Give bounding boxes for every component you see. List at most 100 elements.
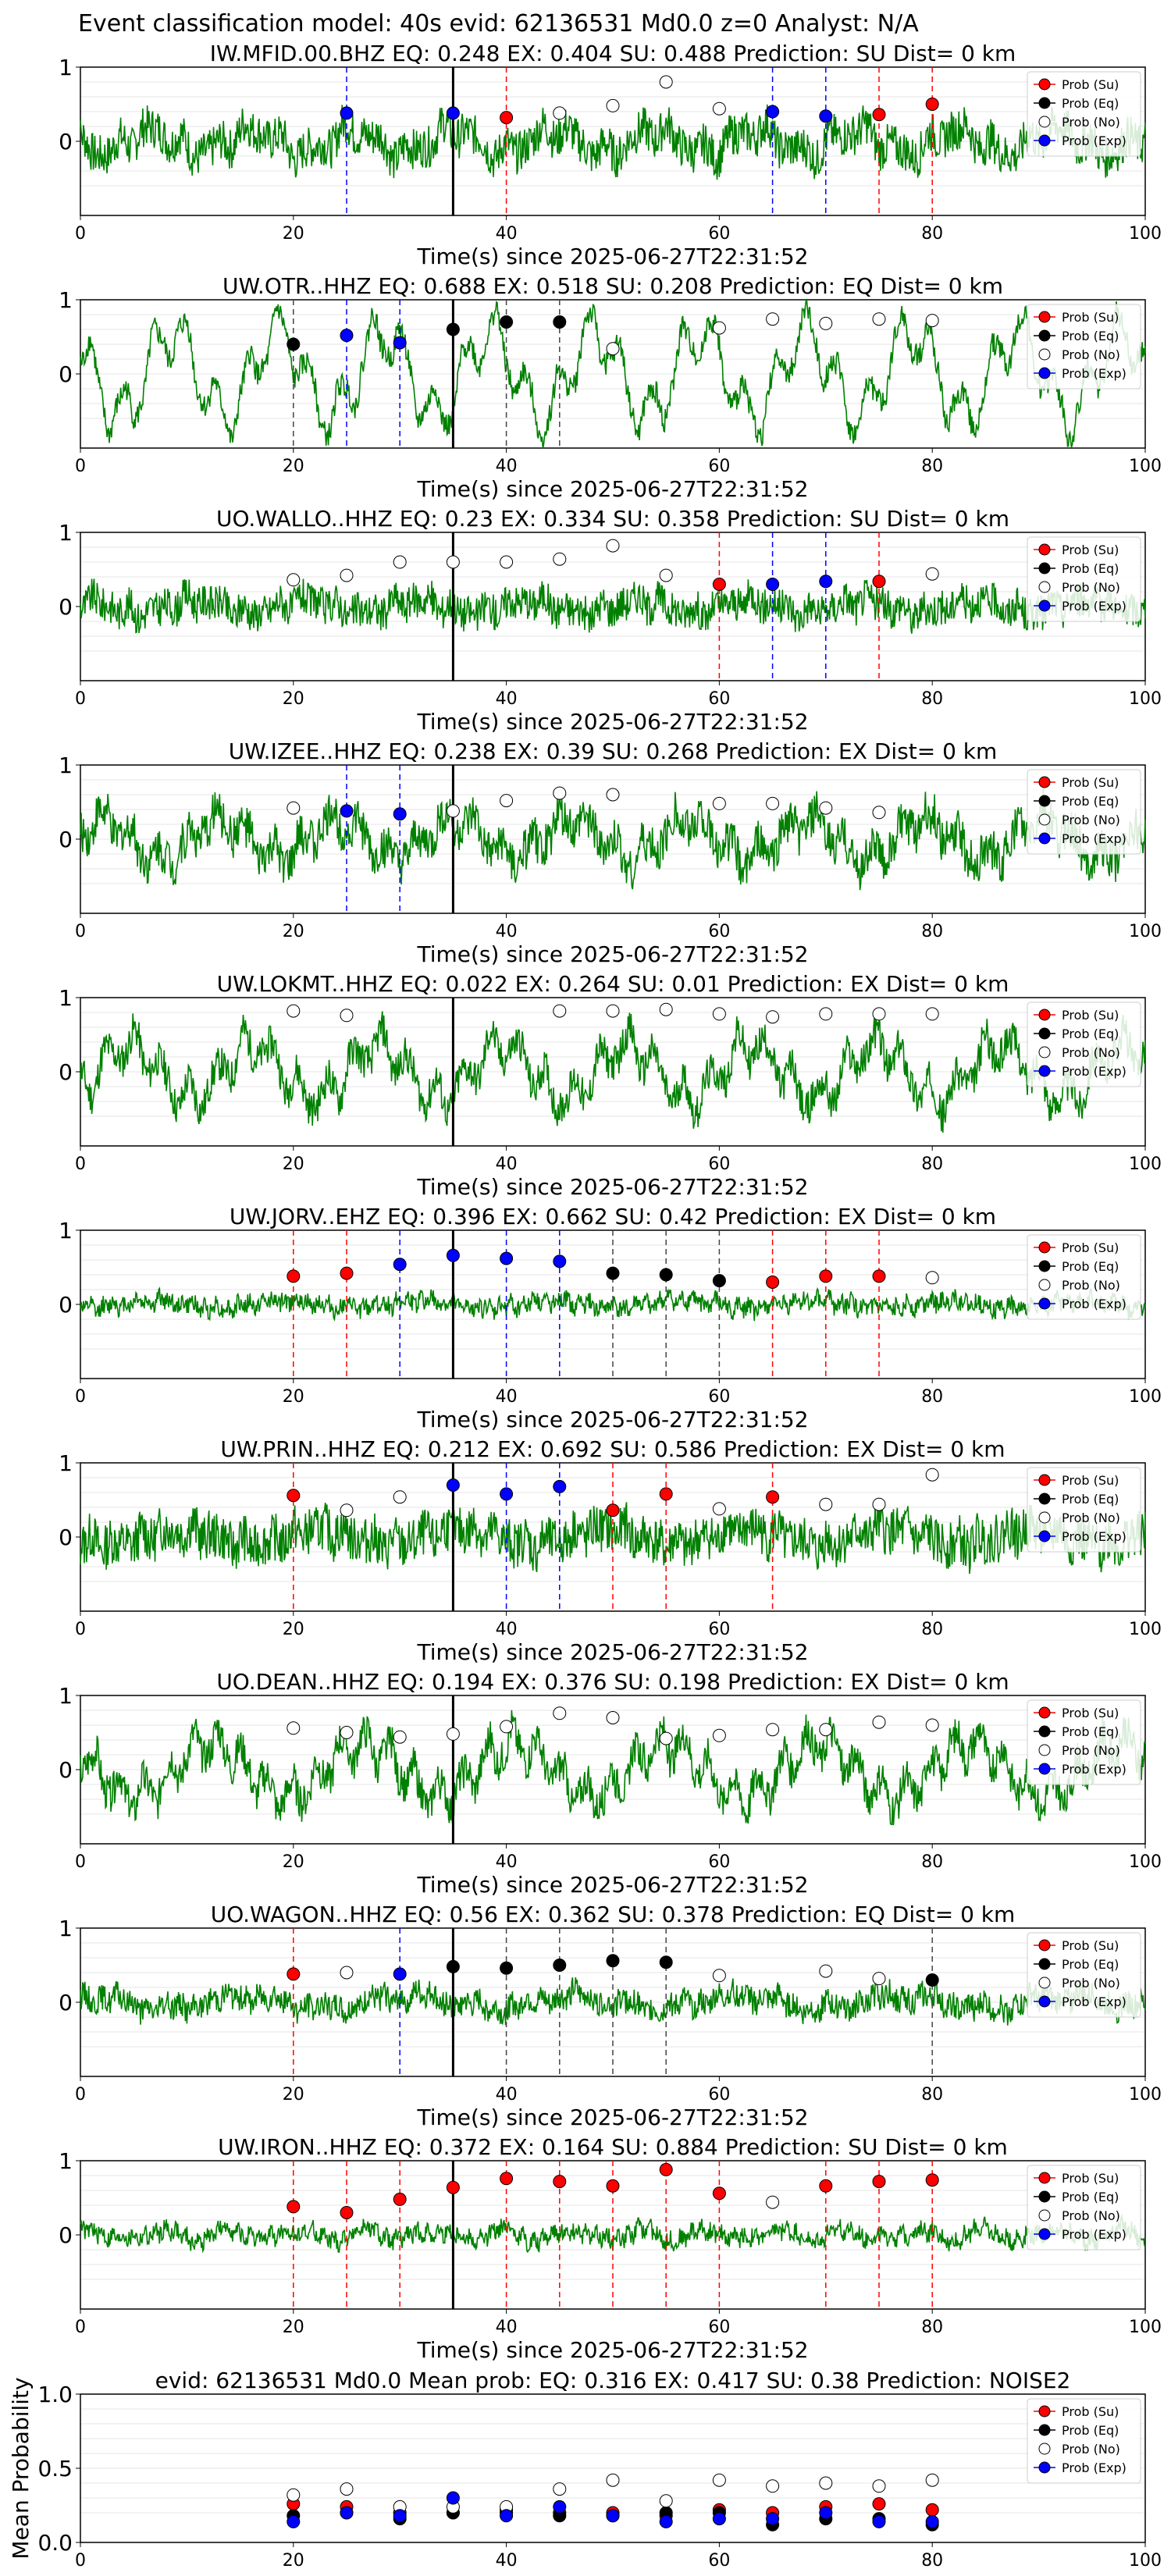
prob-point bbox=[553, 1479, 567, 1493]
legend-label: Prob (Exp) bbox=[1062, 599, 1127, 614]
x-tick-label: 100 bbox=[1129, 2085, 1162, 2105]
legend-label: Prob (Eq) bbox=[1062, 1492, 1119, 1507]
legend-label: Prob (Exp) bbox=[1062, 1762, 1127, 1777]
x-tick-label: 20 bbox=[283, 1387, 304, 1407]
mean-prob-point bbox=[872, 2497, 886, 2511]
legend-box bbox=[1027, 1699, 1141, 1785]
prob-point bbox=[500, 1961, 514, 1975]
prob-point bbox=[287, 1269, 301, 1283]
legend-label: Prob (No) bbox=[1062, 1976, 1120, 1991]
prob-point bbox=[340, 106, 354, 120]
x-tick-label: 20 bbox=[283, 1155, 304, 1174]
x-tick-label: 0 bbox=[75, 2085, 86, 2105]
prob-point bbox=[712, 321, 726, 335]
prob-point bbox=[500, 1251, 514, 1265]
legend-label: Prob (Eq) bbox=[1062, 794, 1119, 809]
x-tick-label: 0 bbox=[75, 1387, 86, 1407]
panel-title: IW.MFID.00.BHZ EQ: 0.248 EX: 0.404 SU: 0… bbox=[210, 41, 1016, 66]
y-tick-label: 1 bbox=[59, 985, 73, 1011]
prob-point bbox=[446, 322, 460, 336]
legend-marker bbox=[1038, 311, 1051, 323]
legend-label: Prob (Su) bbox=[1062, 1706, 1119, 1720]
mean-prob-point bbox=[553, 2482, 567, 2496]
panel-2: UW.OTR..HHZ EQ: 0.688 EX: 0.518 SU: 0.20… bbox=[59, 273, 1162, 502]
prob-point bbox=[393, 1258, 407, 1272]
panel-10: UW.IRON..HHZ EQ: 0.372 EX: 0.164 SU: 0.8… bbox=[59, 2134, 1162, 2363]
legend-box bbox=[1027, 769, 1141, 855]
x-tick-label: 80 bbox=[921, 689, 943, 709]
prob-point bbox=[659, 2162, 673, 2176]
prob-point bbox=[766, 1010, 780, 1024]
legend-marker bbox=[1038, 1706, 1051, 1719]
prob-point bbox=[819, 1964, 833, 1978]
panel-6: UW.JORV..EHZ EQ: 0.396 EX: 0.662 SU: 0.4… bbox=[59, 1204, 1162, 1432]
x-tick-label: 20 bbox=[283, 689, 304, 709]
prob-point bbox=[766, 1276, 780, 1289]
x-tick-label: 100 bbox=[1129, 922, 1162, 941]
legend-box bbox=[1027, 304, 1141, 390]
x-axis-label: Time(s) since 2025-06-27T22:31:52 bbox=[416, 2337, 808, 2363]
prob-point bbox=[500, 111, 514, 125]
panel-7: UW.PRIN..HHZ EQ: 0.212 EX: 0.692 SU: 0.5… bbox=[59, 1436, 1162, 1665]
legend-marker bbox=[1038, 2209, 1051, 2222]
prob-point bbox=[553, 2175, 567, 2189]
x-tick-label: 60 bbox=[708, 922, 730, 941]
prob-point bbox=[872, 108, 886, 122]
legend-marker bbox=[1038, 832, 1051, 845]
y-tick-label: 0 bbox=[59, 1059, 73, 1085]
x-tick-label: 40 bbox=[496, 2551, 518, 2571]
legend-label: Prob (Su) bbox=[1062, 77, 1119, 92]
legend-marker bbox=[1038, 581, 1051, 593]
panel-title: UW.LOKMT..HHZ EQ: 0.022 EX: 0.264 SU: 0.… bbox=[217, 971, 1009, 997]
prob-point bbox=[925, 1468, 939, 1482]
x-tick-label: 80 bbox=[921, 922, 943, 941]
prob-point bbox=[553, 315, 567, 329]
prob-point bbox=[446, 106, 460, 120]
waveform-trace bbox=[80, 786, 1146, 891]
prob-point bbox=[340, 1726, 354, 1739]
mean-prob-point bbox=[659, 2494, 673, 2508]
prob-point bbox=[553, 786, 567, 800]
prob-point bbox=[500, 1487, 514, 1501]
legend-box bbox=[1027, 2165, 1141, 2250]
prob-point bbox=[446, 1959, 460, 1973]
x-tick-label: 80 bbox=[921, 224, 943, 244]
x-tick-label: 60 bbox=[708, 224, 730, 244]
y-tick-label: 0 bbox=[59, 1525, 73, 1550]
y-tick-label: 1 bbox=[59, 1683, 73, 1709]
legend-marker bbox=[1038, 1763, 1051, 1775]
legend-marker bbox=[1038, 1241, 1051, 1254]
x-tick-label: 40 bbox=[496, 1155, 518, 1174]
mean-prob-point bbox=[500, 2509, 514, 2523]
prob-point bbox=[553, 106, 567, 120]
prob-point bbox=[340, 1966, 354, 1980]
x-axis-label: Time(s) since 2025-06-27T22:31:52 bbox=[416, 476, 808, 502]
x-tick-label: 80 bbox=[921, 1387, 943, 1407]
prob-point bbox=[393, 1490, 407, 1504]
prob-point bbox=[659, 1955, 673, 1969]
legend-box bbox=[1027, 1467, 1141, 1553]
mean-prob-point bbox=[819, 2506, 833, 2520]
prob-point bbox=[340, 568, 354, 582]
mean-prob-point bbox=[553, 2500, 567, 2514]
prob-point bbox=[287, 801, 301, 815]
x-tick-label: 20 bbox=[283, 224, 304, 244]
x-tick-label: 100 bbox=[1129, 1620, 1162, 1639]
legend-marker bbox=[1038, 1725, 1051, 1738]
legend-marker bbox=[1038, 562, 1051, 575]
prob-point bbox=[446, 555, 460, 569]
x-tick-label: 0 bbox=[75, 457, 86, 476]
prob-point bbox=[287, 337, 301, 351]
x-tick-label: 100 bbox=[1129, 1387, 1162, 1407]
x-tick-label: 20 bbox=[283, 457, 304, 476]
legend-box bbox=[1027, 536, 1141, 622]
prob-point bbox=[712, 2186, 726, 2201]
x-tick-label: 80 bbox=[921, 2318, 943, 2337]
prob-point bbox=[659, 568, 673, 582]
legend-label: Prob (No) bbox=[1062, 347, 1120, 362]
prob-point bbox=[287, 1967, 301, 1981]
panel-1: IW.MFID.00.BHZ EQ: 0.248 EX: 0.404 SU: 0… bbox=[59, 41, 1162, 269]
legend-marker bbox=[1038, 1958, 1051, 1970]
legend-box bbox=[1027, 1002, 1141, 1087]
prob-point bbox=[340, 329, 354, 343]
